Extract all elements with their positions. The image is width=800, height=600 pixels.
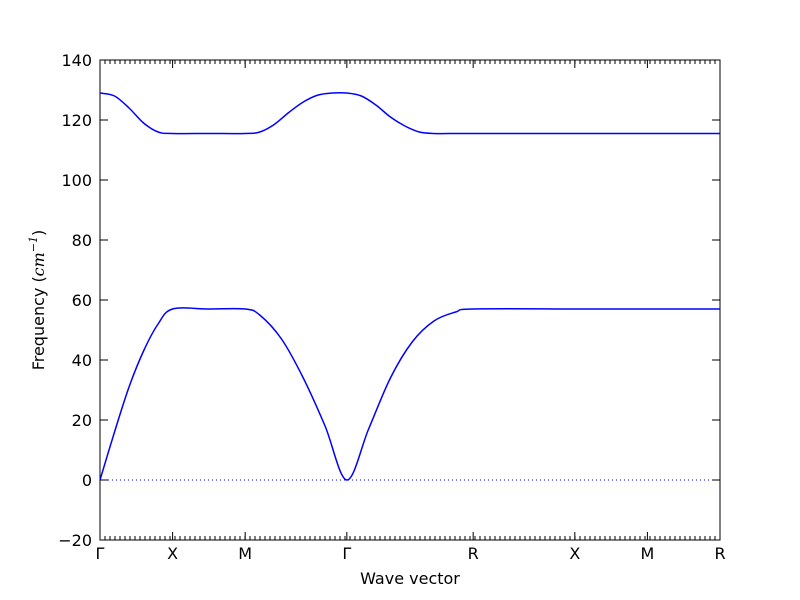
y-axis-label-text: Frequency ( [29,276,48,370]
y-axis-ticks: −20 0 20 40 60 80 100 120 140 [58,51,720,550]
x-tick-label: M [238,544,252,563]
y-tick-label: 20 [72,411,92,430]
x-tick-label: Γ [342,544,351,563]
y-axis-label-exponent: −1 [27,236,40,252]
y-tick-label: 40 [72,351,92,370]
x-axis-label: Wave vector [360,569,460,588]
x-tick-label: M [640,544,654,563]
plot-frame [99,59,721,541]
y-tick-label: 60 [72,291,92,310]
y-axis-label-math: cm [29,252,48,276]
x-tick-label: Γ [96,544,105,563]
y-axis-label-close: ) [29,230,48,236]
minor-tick-marks [104,60,716,540]
series-line-2 [99,91,720,135]
y-axis-label: Frequency (cm−1) [27,230,48,371]
y-tick-label: 80 [72,231,92,250]
x-tick-label: X [569,544,580,563]
y-tick-label: 140 [61,51,92,70]
x-tick-label: R [714,544,725,563]
y-tick-label: 0 [82,471,92,490]
x-tick-label: X [167,544,178,563]
y-tick-label: 100 [61,171,92,190]
series-line-1 [99,307,720,481]
x-tick-label: R [468,544,479,563]
y-tick-label: −20 [58,531,92,550]
y-tick-label: 120 [61,111,92,130]
series-group [99,91,720,481]
